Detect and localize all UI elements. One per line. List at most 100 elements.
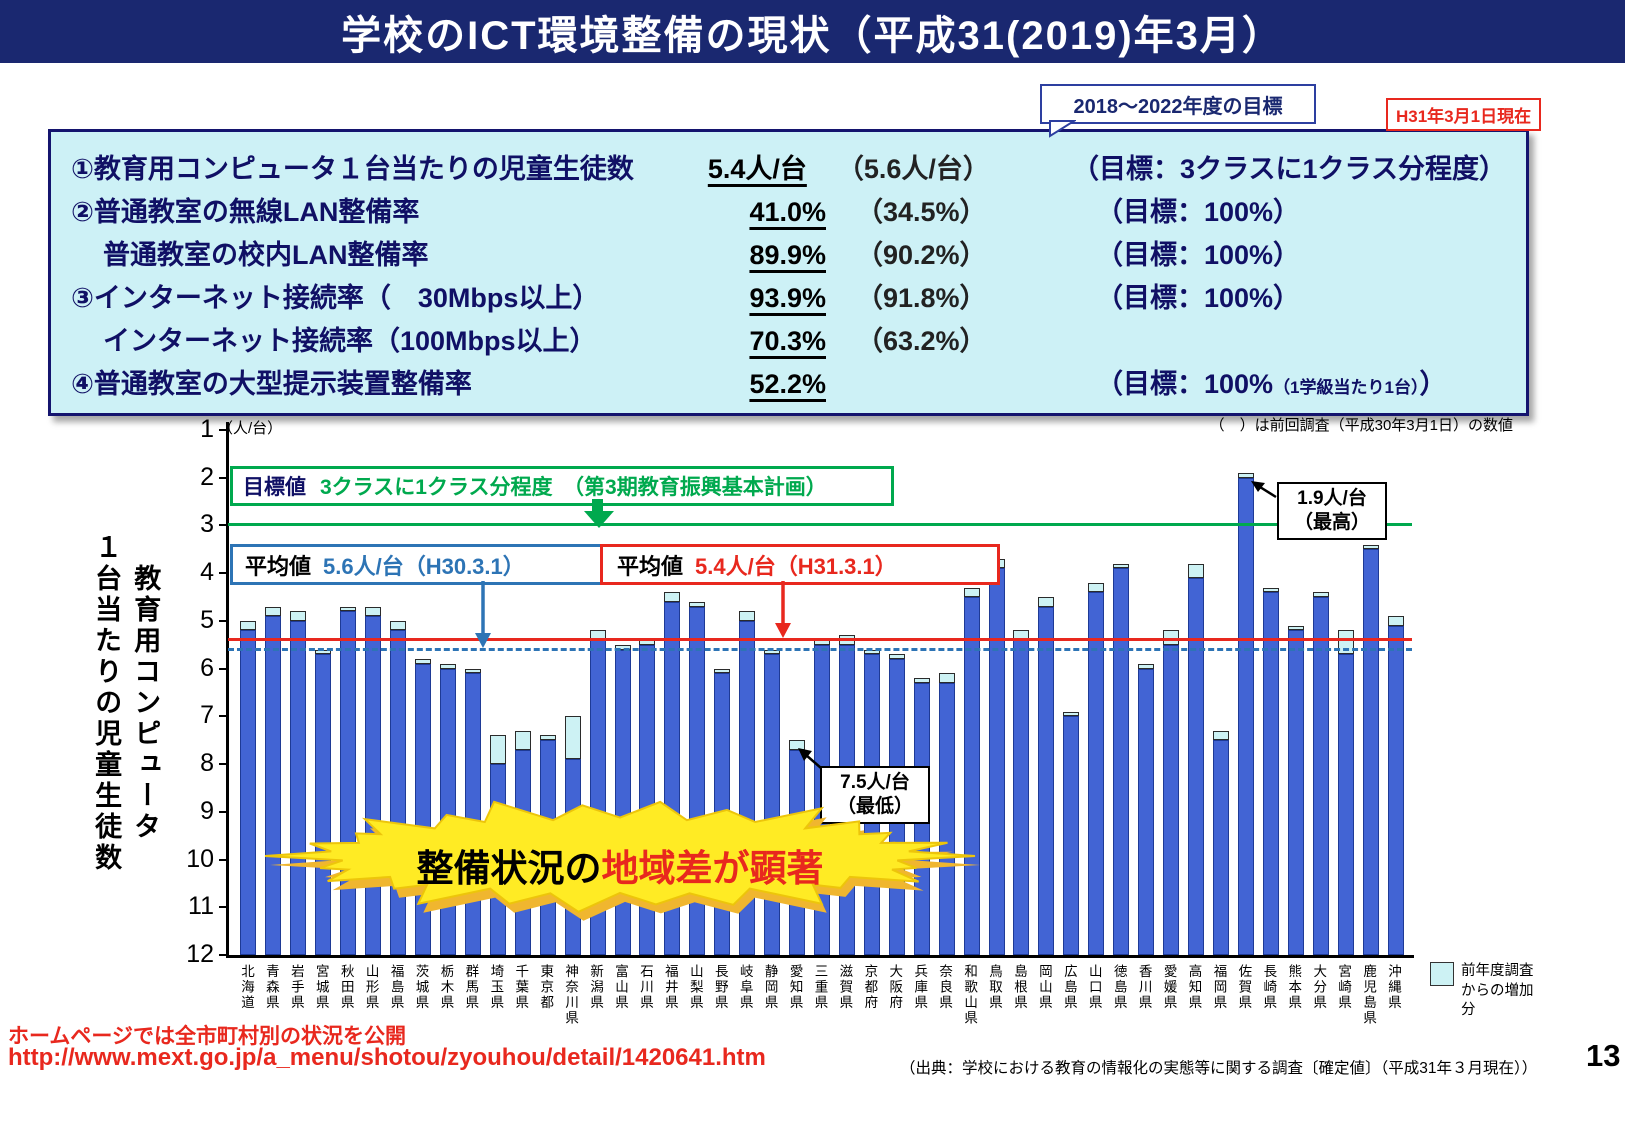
stat-goal: （目標：100%） <box>1046 276 1506 315</box>
prefecture-bar <box>1013 640 1030 955</box>
x-axis-label: 福井県 <box>662 964 678 1011</box>
stat-row: ①教育用コンピュータ１台当たりの児童生徒数 5.4人/台 （5.6人/台） （目標：3… <box>71 147 1506 190</box>
x-axis-label: 岐阜県 <box>737 964 753 1011</box>
stat-previous-value: （91.8%） <box>856 283 987 313</box>
bar-increase-cap <box>1163 630 1180 645</box>
stat-goal: （目標：100%（1学級当たり1台）） <box>1046 362 1506 401</box>
bar-increase-cap <box>1262 587 1279 593</box>
bar-increase-cap <box>1113 563 1130 569</box>
stat-value: 89.9% <box>749 240 826 270</box>
stat-row: ②普通教室の無線LAN整備率 41.0% （34.5%） （目標：100%） <box>71 190 1506 233</box>
average-line-current <box>228 638 1412 641</box>
stat-row: 普通教室の校内LAN整備率 89.9% （90.2%） （目標：100%） <box>71 233 1506 276</box>
y-tick-mark <box>219 954 227 956</box>
x-axis-label: 石川県 <box>637 964 653 1011</box>
y-tick-label: 4 <box>200 558 214 587</box>
prefecture-bar <box>639 644 656 955</box>
stat-label: インターネット接続率（100Mbps以上） <box>103 326 597 356</box>
stat-label: ④普通教室の大型提示装置整備率 <box>71 369 472 399</box>
prefecture-bar <box>315 654 332 955</box>
y-tick-label: 2 <box>200 462 214 491</box>
stat-row: ④普通教室の大型提示装置整備率 52.2% （目標：100%（1学級当たり1台）） <box>71 362 1506 405</box>
y-tick-mark <box>219 524 227 527</box>
bar-increase-cap <box>1287 625 1304 631</box>
prefecture-bar <box>988 568 1005 955</box>
x-axis-label: 栃木県 <box>438 964 454 1011</box>
page-number: 13 <box>1586 1038 1621 1073</box>
legend-label: 前年度調査からの増加分 <box>1461 963 1534 1019</box>
stat-goal: （目標：100%） <box>1046 233 1506 272</box>
y-axis-unit-label: （人/台） <box>218 420 283 437</box>
bar-increase-cap <box>415 659 432 664</box>
y-tick-label: 3 <box>200 510 214 539</box>
average-current-note: 平均値 5.4人/台（H31.3.1） <box>600 544 1000 585</box>
bar-increase-cap <box>1212 730 1229 741</box>
stat-label: ③インターネット接続率（ 30Mbps以上） <box>71 283 600 313</box>
x-axis-label: 山形県 <box>363 964 379 1011</box>
ict-stats-panel: ①教育用コンピュータ１台当たりの児童生徒数 5.4人/台 （5.6人/台） （目標：3… <box>48 129 1529 416</box>
average-previous-text: 5.6人/台（H30.3.1） <box>323 553 525 579</box>
stat-value: 41.0% <box>749 197 826 227</box>
x-axis-label: 兵庫県 <box>912 964 928 1011</box>
prefecture-bar <box>1362 549 1379 955</box>
x-axis-label: 福岡県 <box>1211 964 1227 1011</box>
y-tick-mark <box>219 858 227 861</box>
bar-increase-cap <box>1337 630 1354 655</box>
x-axis-label: 三重県 <box>812 964 828 1011</box>
stat-label: 普通教室の校内LAN整備率 <box>103 240 429 270</box>
y-tick-mark <box>219 619 227 622</box>
bar-increase-cap <box>789 740 806 750</box>
prefecture-bar <box>614 649 631 955</box>
x-axis-label: 鹿児島県 <box>1361 964 1377 1026</box>
bar-increase-cap <box>888 654 905 660</box>
prefecture-bar <box>1163 644 1180 955</box>
stat-goal-text: （目標：100%） <box>1096 197 1301 227</box>
prefecture-bar <box>1088 592 1105 955</box>
x-axis-label: 岩手県 <box>288 964 304 1011</box>
x-axis-label: 千葉県 <box>513 964 529 1011</box>
average-current-arrowhead-icon <box>775 623 791 638</box>
prefecture-bar <box>240 630 257 955</box>
stat-goal: （目標：3クラスに1クラス分程度） <box>1022 147 1506 186</box>
prefecture-bar <box>689 606 706 955</box>
x-axis-label: 宮崎県 <box>1336 964 1352 1011</box>
stat-previous-value: （5.6人/台） <box>836 154 990 184</box>
bar-increase-cap <box>1088 582 1105 593</box>
y-tick-label: 6 <box>200 653 214 682</box>
x-axis-label: 愛知県 <box>787 964 803 1011</box>
stat-value: 5.4人/台 <box>707 154 807 184</box>
stat-goal-text: （目標：100%） <box>1096 240 1301 270</box>
x-axis-line <box>226 955 1414 958</box>
prefecture-bar <box>764 654 781 955</box>
prefecture-bar <box>290 620 307 955</box>
x-axis-label: 山口県 <box>1086 964 1102 1011</box>
source-citation: （出典：学校における教育の情報化の実態等に関する調査〔確定値〕（平成31年３月現… <box>900 1060 1538 1077</box>
x-axis-label: 埼玉県 <box>488 964 504 1011</box>
average-previous-prefix: 平均値 <box>245 553 312 579</box>
min-value-line1: 7.5人/台 <box>840 772 910 793</box>
bar-increase-cap <box>290 611 307 621</box>
y-tick-label: 9 <box>200 796 214 825</box>
average-line-previous <box>228 647 1412 651</box>
stat-goal-small-text: （1学級当たり1台） <box>1273 378 1420 397</box>
y-tick-mark <box>219 810 227 813</box>
bar-increase-cap <box>664 592 681 602</box>
max-value-callout: 1.9人/台 （最高） <box>1277 482 1387 540</box>
max-value-line2: （最高） <box>1293 511 1370 533</box>
x-axis-label: 愛媛県 <box>1161 964 1177 1011</box>
prefecture-bar <box>1212 740 1229 955</box>
x-axis-label: 京都府 <box>862 964 878 1011</box>
x-axis-label: 岡山県 <box>1036 964 1052 1011</box>
y-tick-mark <box>219 572 227 575</box>
x-axis-label: 秋田県 <box>338 964 354 1011</box>
y-tick-label: 1 <box>200 415 214 443</box>
y-tick-label: 11 <box>188 892 214 921</box>
page-title: 学校のICT環境整備の現状（平成31(2019)年3月） <box>341 13 1284 58</box>
mext-url-link[interactable]: http://www.mext.go.jp/a_menu/shotou/zyou… <box>8 1044 766 1071</box>
stat-goal-text: （目標：3クラスに1クラス分程度） <box>1072 154 1506 184</box>
bar-increase-cap <box>1312 592 1329 598</box>
target-note-text: 3クラスに1クラス分程度 （第3期教育振興基本計画） <box>320 476 827 499</box>
bar-increase-cap <box>739 611 756 621</box>
x-axis-label: 大阪府 <box>887 964 903 1011</box>
